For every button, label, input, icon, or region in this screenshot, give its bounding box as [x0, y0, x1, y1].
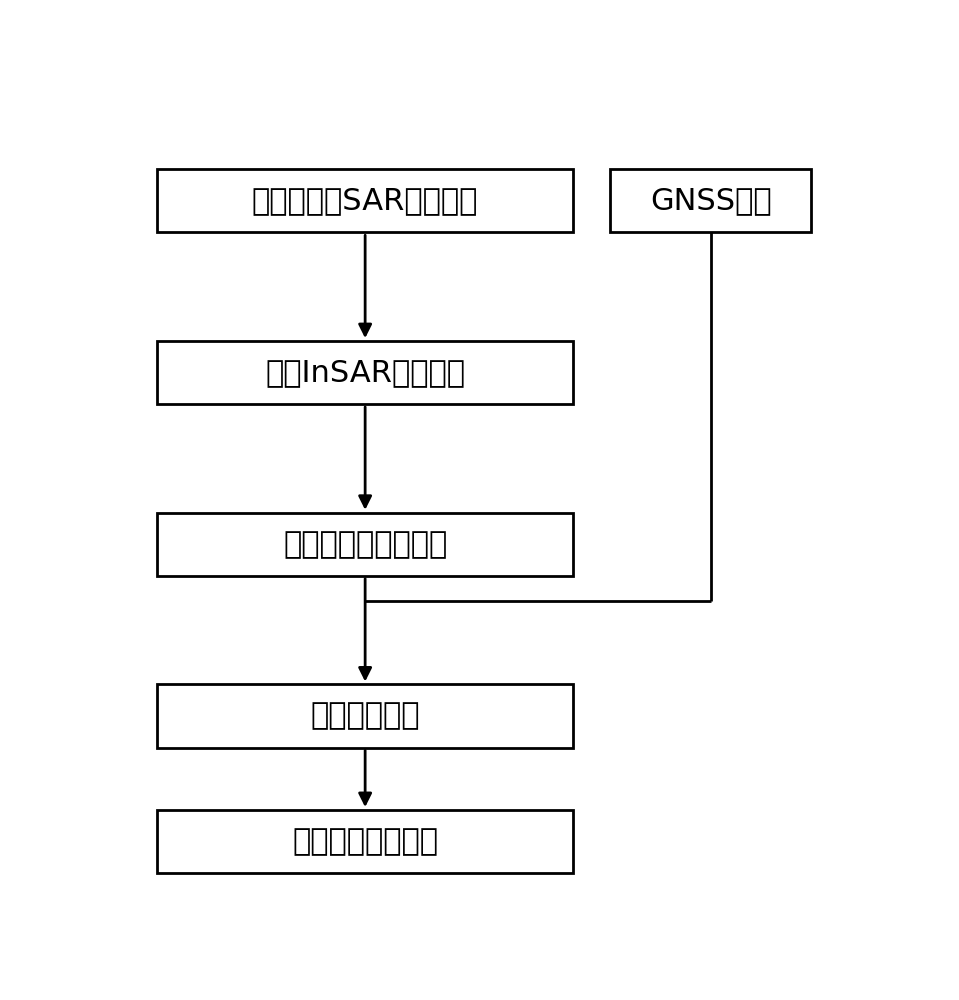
Text: 时序InSAR形变提取: 时序InSAR形变提取: [265, 358, 465, 387]
Bar: [157, 169, 573, 232]
Bar: [157, 513, 573, 576]
Text: 联合解算模型: 联合解算模型: [311, 701, 420, 730]
Bar: [157, 810, 573, 873]
Text: 视线向三维形变分解: 视线向三维形变分解: [283, 530, 447, 559]
Bar: [157, 341, 573, 404]
Text: 库岸滑坡三维形变: 库岸滑坡三维形变: [292, 827, 438, 856]
Text: GNSS观测: GNSS观测: [650, 186, 772, 215]
Bar: [611, 169, 811, 232]
Bar: [157, 684, 573, 748]
Text: 升降轨星载SAR原始影像: 升降轨星载SAR原始影像: [252, 186, 479, 215]
